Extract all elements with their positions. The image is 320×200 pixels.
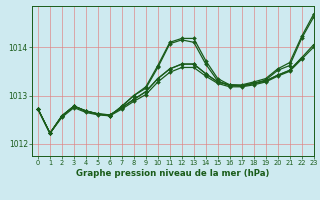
X-axis label: Graphe pression niveau de la mer (hPa): Graphe pression niveau de la mer (hPa) <box>76 169 269 178</box>
